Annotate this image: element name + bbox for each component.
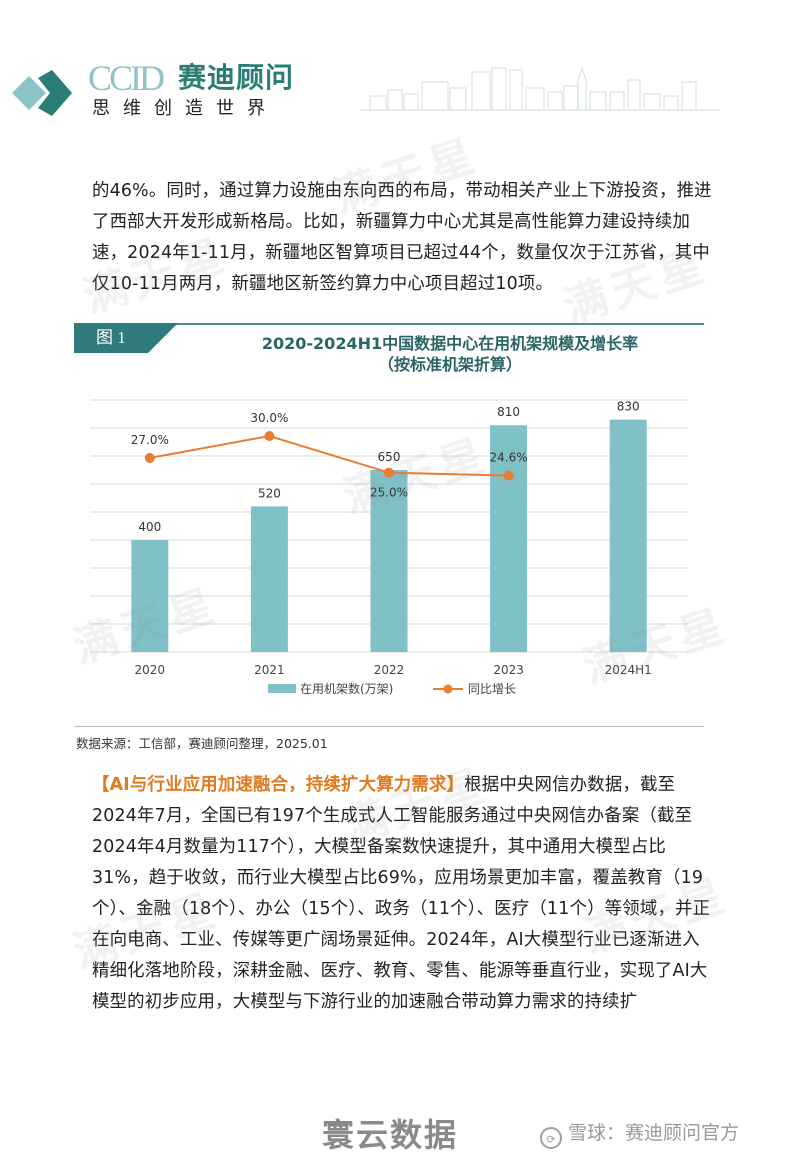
footer-xueqiu-credit: ⟳ 雪球：赛迪顾问官方 [540,1120,739,1149]
x-axis-tick-label: 2020 [135,663,166,677]
growth-value-label: 27.0% [131,433,169,447]
xueqiu-icon: ⟳ [540,1127,562,1149]
ccid-logo-icon [12,70,72,116]
figure-tag-label: 图 1 [96,328,126,347]
x-axis-tick-label: 2024H1 [605,663,652,677]
growth-value-label: 30.0% [250,411,288,425]
bar-2021 [250,506,288,652]
growth-line [149,434,509,477]
logo-en-text: CCID [88,58,165,98]
legend-line-marker [443,684,453,694]
figure-header-rule [74,323,704,325]
section-body-text: 根据中央网信办数据，截至2024年7月，全国已有197个生成式人工智能服务通过中… [92,775,711,1012]
footer-source-watermark: 寰云数据 [322,1116,459,1154]
bar-2020 [131,540,169,652]
growth-value-label: 24.6% [490,451,528,465]
bar-2022 [370,470,408,652]
chart-title-line1: 2020-2024H1中国数据中心在用机架规模及增长率 [261,334,639,353]
chart-title-line2: （按标准机架折算） [377,355,522,374]
legend-bar-label: 在用机架数(万架) [300,681,393,696]
source-rule [74,726,704,727]
growth-point [264,431,275,441]
slogan: 思维创造世界 [92,98,278,119]
growth-point [503,470,514,481]
bar-2024H1 [609,419,647,652]
legend-line-label: 同比增长 [468,682,516,696]
bar-value-label: 810 [497,405,520,419]
footer-xueqiu-text: 雪球：赛迪顾问官方 [568,1122,740,1144]
x-axis-tick-label: 2022 [374,663,405,677]
bar-value-label: 400 [138,520,161,534]
chart-title: 2020-2024H1中国数据中心在用机架规模及增长率 （按标准机架折算） [200,333,700,375]
body-paragraph-2: 【AI与行业应用加速融合，持续扩大算力需求】根据中央网信办数据，截至2024年7… [92,770,716,1018]
figure-tag-shape [74,323,178,353]
data-source-note: 数据来源：工信部，赛迪顾问整理，2025.01 [76,736,328,751]
rack-scale-combo-chart: 400 2020 520 2021 650 2022 810 2023 830 2024H1 27.… [90,399,688,696]
x-axis-tick-label: 2023 [493,663,524,677]
x-axis-tick-label: 2021 [254,663,285,677]
growth-point [384,467,394,478]
bar-value-label: 520 [258,486,281,500]
city-skyline-decoration [360,66,720,111]
growth-value-label: 25.0% [370,486,408,500]
bar-2023 [490,425,528,652]
bar-value-label: 650 [378,450,401,464]
bar-value-label: 830 [617,400,640,414]
legend-bar-swatch [268,684,296,693]
logo-cn-text: 赛迪顾问 [178,61,295,94]
body-paragraph-1: 的46%。同时，通过算力设施由东向西的布局，带动相关产业上下游投资，推进了西部大… [92,181,712,294]
section-highlight-heading: 【AI与行业应用加速融合，持续扩大算力需求】 [92,775,465,795]
growth-point [144,452,155,463]
